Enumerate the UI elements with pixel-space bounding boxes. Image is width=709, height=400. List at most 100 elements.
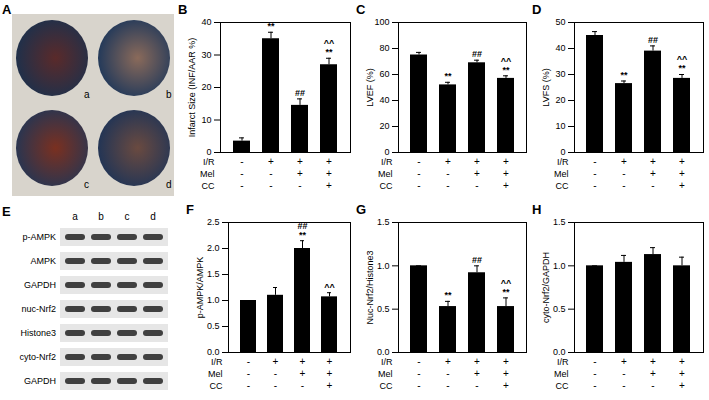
svg-text:a: a <box>84 89 90 100</box>
svg-text:cyto-Nrf2: cyto-Nrf2 <box>19 352 56 362</box>
svg-text:-: - <box>417 368 420 379</box>
svg-text:0.5: 0.5 <box>553 304 566 314</box>
svg-text:50: 50 <box>555 17 565 27</box>
svg-text:**: ** <box>299 230 307 240</box>
svg-text:20: 20 <box>201 82 211 92</box>
svg-text:-: - <box>593 368 596 379</box>
svg-text:+: + <box>503 380 509 391</box>
svg-text:60: 60 <box>379 69 389 79</box>
svg-text:-: - <box>622 168 625 179</box>
svg-text:+: + <box>650 156 656 167</box>
svg-text:nuc-Nrf2: nuc-Nrf2 <box>21 304 56 314</box>
svg-text:I/R: I/R <box>203 157 215 167</box>
svg-text:2.5: 2.5 <box>207 217 220 227</box>
svg-text:##: ## <box>472 255 482 265</box>
svg-text:+: + <box>327 380 333 391</box>
svg-text:+: + <box>273 356 279 367</box>
svg-text:30: 30 <box>201 50 211 60</box>
svg-text:b: b <box>98 211 104 222</box>
svg-text:Infarct Size (INF/AAR %): Infarct Size (INF/AAR %) <box>187 38 197 138</box>
svg-text:-: - <box>240 180 243 191</box>
svg-text:**: ** <box>502 65 510 75</box>
svg-text:+: + <box>297 168 303 179</box>
svg-text:^^: ^^ <box>501 56 512 66</box>
svg-text:-: - <box>446 180 449 191</box>
svg-text:+: + <box>268 156 274 167</box>
svg-text:+: + <box>297 156 303 167</box>
svg-text:+: + <box>679 168 685 179</box>
svg-text:40: 40 <box>555 43 565 53</box>
svg-text:cyto-Nrf2/GAPDH: cyto-Nrf2/GAPDH <box>541 252 551 323</box>
svg-text:-: - <box>475 380 478 391</box>
svg-text:CC: CC <box>380 381 393 391</box>
svg-text:I/R: I/R <box>381 357 393 367</box>
svg-text:GAPDH: GAPDH <box>24 280 56 290</box>
svg-text:+: + <box>503 180 509 191</box>
svg-text:100: 100 <box>374 17 389 27</box>
svg-text:+: + <box>621 156 627 167</box>
svg-text:-: - <box>301 380 304 391</box>
svg-text:+: + <box>679 368 685 379</box>
svg-text:Mel: Mel <box>554 369 569 379</box>
svg-text:**: ** <box>678 63 686 73</box>
svg-text:+: + <box>474 356 480 367</box>
svg-text:+: + <box>326 156 332 167</box>
svg-text:20: 20 <box>555 95 565 105</box>
svg-text:1.0: 1.0 <box>377 261 390 271</box>
svg-text:I/R: I/R <box>557 157 569 167</box>
svg-text:##: ## <box>648 35 658 45</box>
svg-text:-: - <box>622 368 625 379</box>
svg-text:+: + <box>503 168 509 179</box>
svg-text:2.0: 2.0 <box>207 243 220 253</box>
svg-text:CC: CC <box>210 381 223 391</box>
svg-text:-: - <box>593 156 596 167</box>
svg-text:+: + <box>679 380 685 391</box>
svg-text:+: + <box>474 368 480 379</box>
svg-text:+: + <box>679 180 685 191</box>
svg-text:LVFS (%): LVFS (%) <box>541 68 551 106</box>
svg-text:d: d <box>166 179 172 190</box>
svg-text:-: - <box>417 168 420 179</box>
svg-text:-: - <box>417 156 420 167</box>
svg-text:##: ## <box>295 88 305 98</box>
svg-text:**: ** <box>325 47 333 57</box>
svg-text:+: + <box>474 168 480 179</box>
svg-text:+: + <box>679 356 685 367</box>
svg-text:+: + <box>503 356 509 367</box>
svg-text:+: + <box>650 356 656 367</box>
svg-text:I/R: I/R <box>381 157 393 167</box>
svg-text:**: ** <box>620 70 628 80</box>
svg-text:-: - <box>298 180 301 191</box>
svg-text:+: + <box>621 356 627 367</box>
svg-text:Mel: Mel <box>208 369 223 379</box>
svg-text:80: 80 <box>379 43 389 53</box>
svg-text:b: b <box>166 89 172 100</box>
svg-text:1.5: 1.5 <box>377 217 390 227</box>
svg-text:-: - <box>446 168 449 179</box>
svg-text:+: + <box>650 168 656 179</box>
svg-text:I/R: I/R <box>211 357 223 367</box>
svg-text:+: + <box>326 168 332 179</box>
svg-text:10: 10 <box>201 115 211 125</box>
svg-text:^^: ^^ <box>677 54 688 64</box>
svg-text:Mel: Mel <box>378 369 393 379</box>
svg-text:Histone3: Histone3 <box>20 328 56 338</box>
svg-text:-: - <box>622 180 625 191</box>
svg-text:Mel: Mel <box>378 169 393 179</box>
svg-text:**: ** <box>444 290 452 300</box>
svg-text:-: - <box>446 368 449 379</box>
svg-text:-: - <box>240 168 243 179</box>
svg-text:40: 40 <box>379 95 389 105</box>
svg-text:p-AMPK/AMPK: p-AMPK/AMPK <box>195 257 205 319</box>
svg-text:^^: ^^ <box>324 38 335 48</box>
svg-text:CC: CC <box>556 181 569 191</box>
svg-text:30: 30 <box>555 69 565 79</box>
svg-text:+: + <box>327 356 333 367</box>
svg-text:-: - <box>651 380 654 391</box>
svg-text:1.5: 1.5 <box>207 269 220 279</box>
svg-text:^^: ^^ <box>501 278 512 288</box>
svg-text:+: + <box>474 156 480 167</box>
svg-text:c: c <box>84 179 89 190</box>
svg-text:GAPDH: GAPDH <box>24 376 56 386</box>
svg-text:-: - <box>247 356 250 367</box>
